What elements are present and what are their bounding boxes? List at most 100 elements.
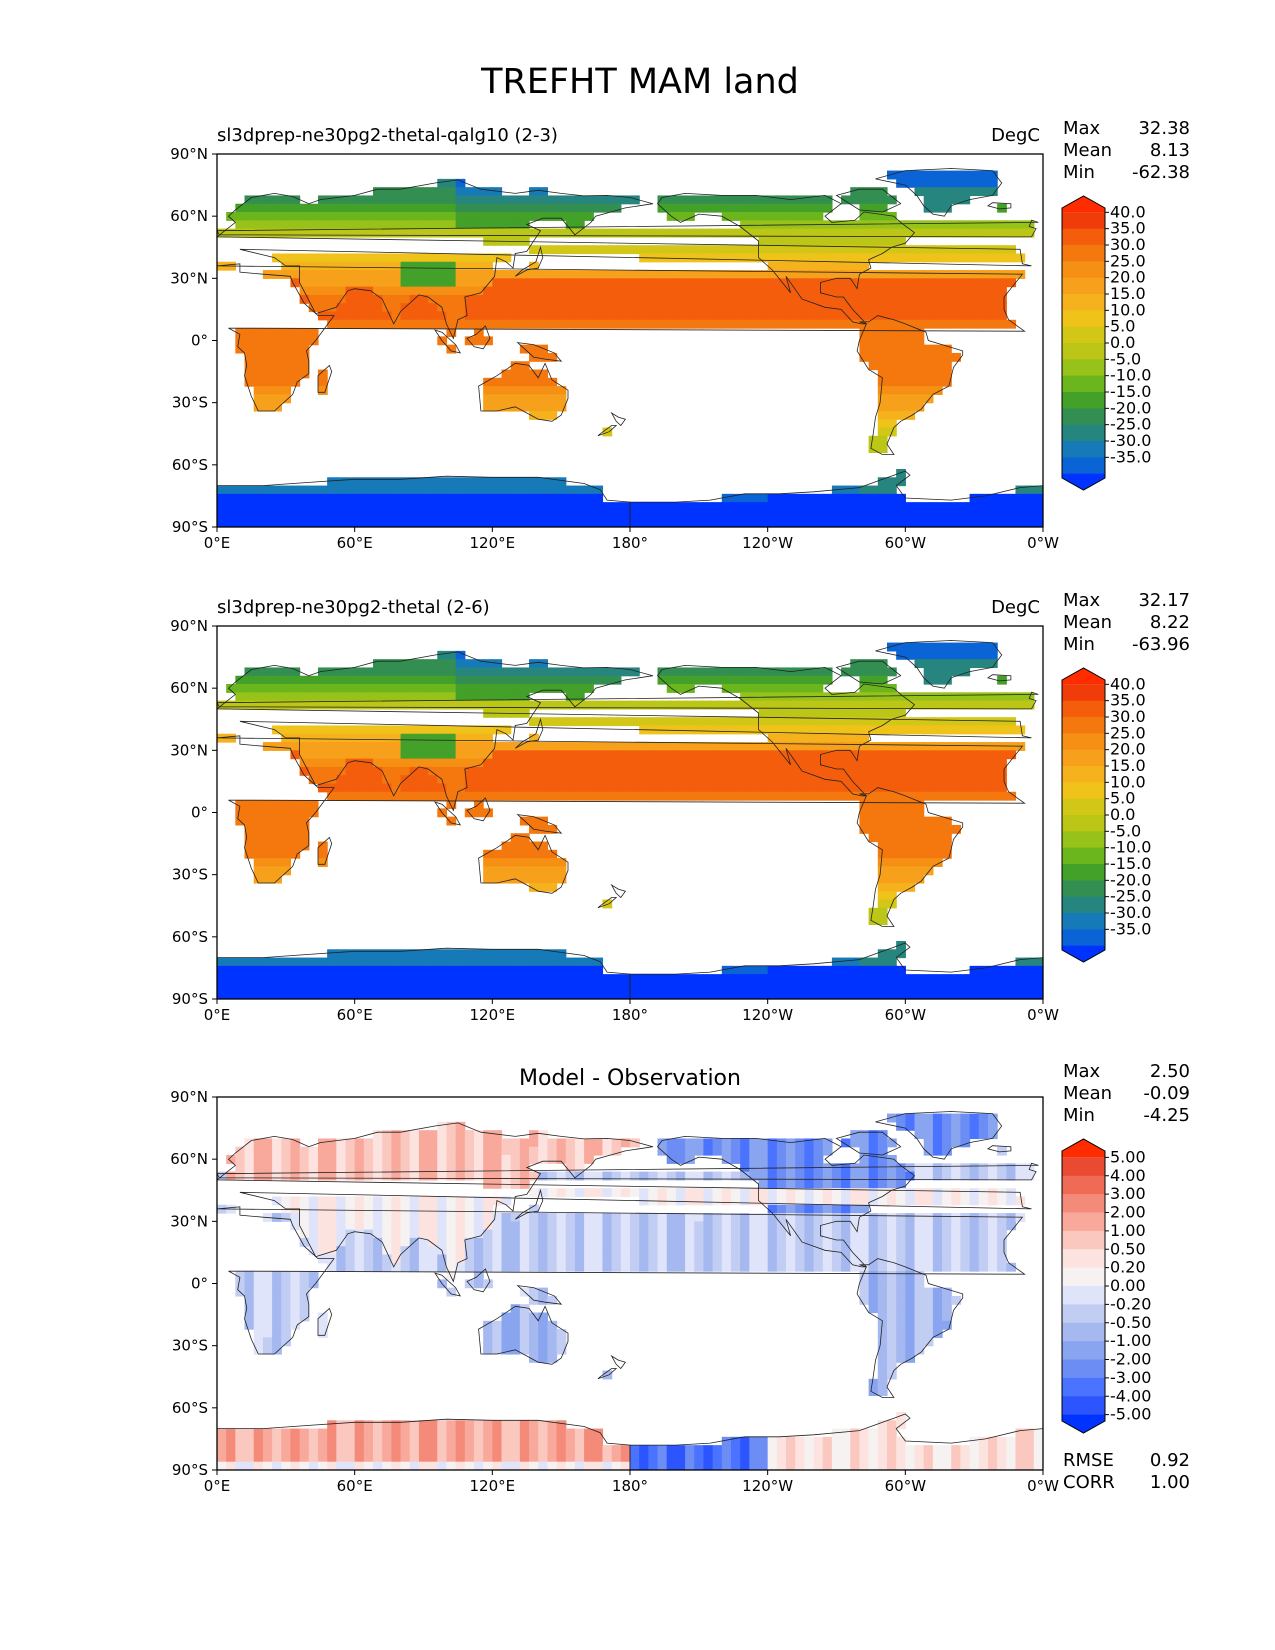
field-cell <box>740 742 750 751</box>
field-cell <box>997 278 1007 288</box>
field-cell <box>519 294 530 304</box>
field-cell <box>905 1279 916 1289</box>
field-cell <box>400 1229 411 1239</box>
field-cell <box>795 974 805 984</box>
field-cell <box>960 990 971 999</box>
field-cell <box>262 1163 273 1173</box>
field-cell <box>914 692 925 702</box>
field-cell <box>299 725 310 735</box>
field-cell <box>556 319 567 329</box>
field-cell <box>519 974 530 984</box>
field-cell <box>391 212 402 221</box>
field-cell <box>501 1312 512 1322</box>
field-cell <box>942 518 952 527</box>
field-cell <box>529 493 539 503</box>
field-cell <box>437 982 448 992</box>
field-cell <box>868 766 879 776</box>
field-cell <box>877 1130 888 1140</box>
field-cell <box>483 477 493 487</box>
field-cell <box>373 294 383 304</box>
field-cell <box>602 758 613 768</box>
field-cell <box>519 1237 530 1247</box>
field-cell <box>574 1171 585 1181</box>
field-cell <box>391 485 402 495</box>
field-cell <box>886 1179 897 1189</box>
field-cell <box>987 294 998 304</box>
colorbar-extend-top <box>1062 668 1105 685</box>
field-cell <box>804 294 815 304</box>
field-cell <box>886 294 897 304</box>
stat-value: 8.22 <box>1150 612 1190 633</box>
field-cell <box>281 1155 292 1164</box>
field-cell <box>813 766 824 776</box>
field-cell <box>841 708 851 718</box>
field-cell <box>308 502 319 512</box>
field-cell <box>584 311 594 321</box>
field-cell <box>446 758 457 768</box>
field-cell <box>437 766 448 776</box>
field-cell <box>923 1121 934 1131</box>
field-cell <box>565 245 576 255</box>
field-cell <box>721 1262 732 1272</box>
field-cell <box>418 675 429 685</box>
field-cell <box>418 228 429 238</box>
field-cell <box>987 311 998 321</box>
field-cell <box>749 675 760 685</box>
field-cell <box>345 286 356 296</box>
field-cell <box>281 518 292 527</box>
field-cell <box>345 949 356 959</box>
field-cell <box>363 783 374 793</box>
field-cell <box>987 286 998 296</box>
field-cell <box>675 1262 686 1272</box>
field-cell <box>969 791 980 801</box>
field-cell <box>446 1221 457 1231</box>
field-cell <box>391 949 402 959</box>
field-cell <box>804 518 815 527</box>
field-cell <box>942 1113 952 1123</box>
field-cell <box>1033 982 1043 992</box>
field-cell <box>501 675 512 685</box>
field-cell <box>813 203 824 213</box>
field-cell <box>666 1138 677 1148</box>
field-cell <box>473 328 484 337</box>
field-cell <box>813 775 824 785</box>
field-cell <box>547 1171 558 1181</box>
field-cell <box>850 1254 861 1264</box>
field-cell <box>960 319 971 329</box>
field-cell <box>473 319 484 329</box>
field-cell <box>492 1163 503 1173</box>
field-cell <box>373 477 383 487</box>
field-cell <box>547 783 558 793</box>
field-cell <box>538 675 548 685</box>
field-cell <box>345 1229 356 1239</box>
field-cell <box>593 783 604 793</box>
field-cell <box>519 369 530 379</box>
field-cell <box>455 733 466 743</box>
field-cell <box>868 1304 879 1314</box>
field-cell <box>308 990 319 999</box>
field-cell <box>951 187 961 197</box>
field-cell <box>354 1229 365 1239</box>
field-cell <box>345 1221 356 1231</box>
field-cell <box>473 485 484 495</box>
field-cell <box>675 1229 686 1239</box>
field-cell <box>749 1155 760 1164</box>
field-cell <box>446 1213 457 1222</box>
field-cell <box>363 1204 374 1214</box>
field-cell <box>666 758 677 768</box>
field-cell <box>529 1155 539 1164</box>
coastline-sumatra <box>434 801 461 826</box>
field-cell <box>896 974 906 984</box>
field-cell <box>455 493 466 503</box>
field-cell <box>620 1221 631 1231</box>
field-cell <box>345 195 356 205</box>
field-cell <box>685 1254 695 1264</box>
coastlines <box>217 640 1043 999</box>
field-cell <box>859 692 870 702</box>
field-cell <box>630 982 640 992</box>
field-cell <box>923 228 934 238</box>
field-cell <box>529 510 539 520</box>
field-cell <box>896 270 906 279</box>
field-cell <box>519 957 530 967</box>
colorbar-band <box>1062 896 1105 914</box>
